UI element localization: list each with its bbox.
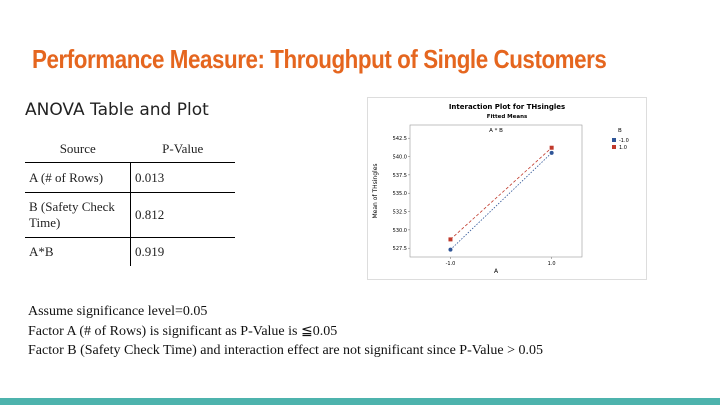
cell: A*B [25, 237, 131, 266]
x-axis-label: A [494, 268, 499, 275]
series-line [450, 152, 552, 250]
table-header: Source [25, 135, 131, 163]
y-tick-label: 537.5 [393, 173, 407, 179]
panel-label: A * B [489, 128, 503, 134]
data-point [448, 237, 453, 242]
anova-table: Source P-Value A (# of Rows) 0.013 B (Safe… [25, 135, 235, 266]
legend-entry: 1.0 [619, 145, 627, 151]
note: Factor B (Safety Check Time) and interac… [28, 343, 543, 358]
y-tick-label: 540.0 [393, 155, 407, 161]
y-tick-label: 527.5 [393, 246, 407, 252]
x-tick-label: -1.0 [446, 261, 456, 267]
legend-swatch [612, 145, 616, 149]
data-point [549, 150, 554, 155]
plot-subtitle: Fitted Means [487, 114, 528, 120]
note: Factor A (# of Rows) is significant as P… [28, 324, 338, 339]
cell: 0.812 [130, 192, 235, 238]
legend-entry: -1.0 [619, 138, 629, 144]
y-tick-label: 542.5 [393, 136, 407, 142]
slide-title: Performance Measure: Throughput of Singl… [32, 44, 607, 74]
plot-area [409, 124, 583, 258]
y-axis-label: Mean of THsingles [372, 163, 379, 218]
interaction-plot: Interaction Plot for THsingles Fitted Me… [367, 97, 647, 280]
series-line [450, 147, 552, 240]
cell: B (Safety Check Time) [25, 192, 131, 238]
plot-title: Interaction Plot for THsingles [449, 103, 565, 111]
cell: A (# of Rows) [25, 162, 131, 193]
legend-title: B [618, 128, 622, 134]
note: Assume significance level=0.05 [28, 304, 208, 319]
data-point [448, 247, 453, 252]
footer-bar [0, 398, 720, 405]
y-tick-label: 535.0 [393, 191, 407, 197]
cell: 0.013 [130, 162, 235, 193]
legend-swatch [612, 138, 616, 142]
y-tick-label: 532.5 [393, 210, 407, 216]
y-tick-label: 530.0 [393, 228, 407, 234]
table-header: P-Value [130, 135, 235, 163]
slide-subtitle: ANOVA Table and Plot [25, 100, 209, 120]
data-point [549, 145, 554, 150]
x-tick-label: 1.0 [548, 261, 556, 267]
cell: 0.919 [135, 243, 165, 259]
